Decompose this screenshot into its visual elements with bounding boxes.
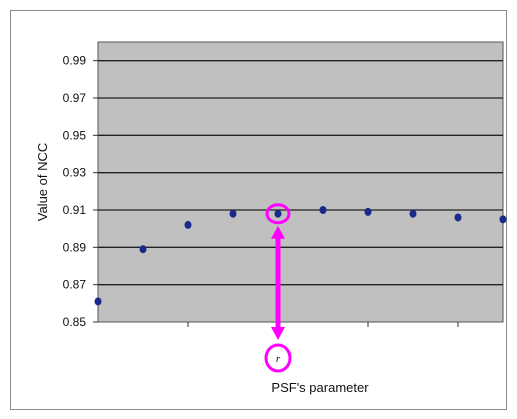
data-point bbox=[139, 245, 147, 254]
data-point bbox=[499, 215, 507, 224]
highlight-circle-point bbox=[265, 203, 291, 225]
x-axis-title: PSF's parameter bbox=[271, 380, 369, 395]
data-point bbox=[454, 213, 462, 222]
y-axis-title: Value of NCC bbox=[35, 143, 50, 222]
y-tick-label: 0.85 bbox=[63, 315, 87, 329]
y-tick-label: 0.91 bbox=[63, 203, 87, 217]
highlight-circle-label bbox=[264, 343, 292, 373]
y-tick-label: 0.97 bbox=[63, 91, 87, 105]
data-point bbox=[274, 209, 282, 218]
arrow-head-up bbox=[271, 225, 285, 239]
y-tick-label: 0.99 bbox=[63, 54, 87, 68]
y-tick-labels: 0.99 0.97 0.95 0.93 0.91 0.89 0.87 0.85 bbox=[63, 54, 98, 329]
data-point bbox=[409, 209, 417, 218]
data-point bbox=[184, 220, 192, 229]
arrow-head-down bbox=[271, 327, 285, 340]
y-tick-label: 0.87 bbox=[63, 278, 87, 292]
x-tick-marks bbox=[187, 322, 459, 327]
data-points bbox=[94, 206, 507, 306]
data-point bbox=[364, 207, 372, 216]
y-tick-label: 0.93 bbox=[63, 166, 87, 180]
plot-area bbox=[97, 41, 504, 323]
y-tick-label: 0.95 bbox=[63, 128, 87, 142]
data-point bbox=[94, 297, 102, 306]
annotation-arrow: r bbox=[264, 203, 292, 373]
y-tick-label: 0.89 bbox=[63, 240, 87, 254]
annotation-label: r bbox=[276, 353, 281, 365]
data-point bbox=[229, 209, 237, 218]
gridlines bbox=[98, 60, 503, 286]
data-point bbox=[319, 206, 327, 214]
